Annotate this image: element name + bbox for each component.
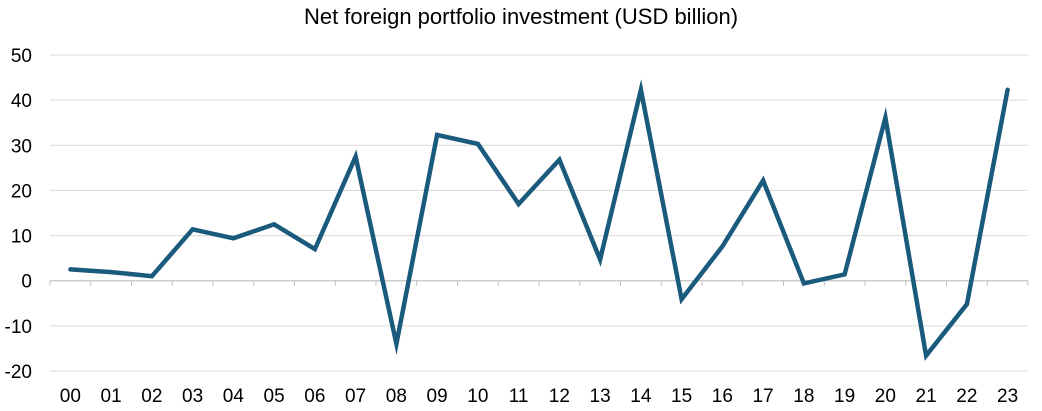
x-tick-label: 20 — [875, 386, 896, 407]
x-tick-label: 09 — [427, 386, 448, 407]
y-tick-label: -10 — [5, 317, 32, 338]
y-tick-label: 20 — [11, 181, 32, 202]
x-tick-label: 21 — [916, 386, 937, 407]
data-point — [272, 222, 277, 227]
data-point — [801, 281, 806, 286]
data-point — [679, 297, 684, 302]
data-point — [68, 267, 73, 272]
x-tick-label: 23 — [997, 386, 1018, 407]
x-tick-label: 07 — [345, 386, 366, 407]
data-point — [475, 141, 480, 146]
x-tick-label: 12 — [549, 386, 570, 407]
data-point — [231, 236, 236, 241]
chart-title: Net foreign portfolio investment (USD bi… — [303, 4, 739, 29]
x-tick-label: 01 — [101, 386, 122, 407]
y-tick-label: -20 — [5, 362, 32, 383]
x-tick-label: 16 — [712, 386, 733, 407]
x-tick-label: 04 — [223, 386, 245, 407]
data-point — [312, 247, 317, 252]
data-point — [964, 302, 969, 307]
x-axis-ticks — [49, 280, 1029, 286]
data-point — [842, 272, 847, 277]
data-point — [1005, 87, 1010, 92]
series-line — [68, 79, 1010, 362]
x-tick-label: 06 — [304, 386, 325, 407]
data-point — [924, 353, 929, 358]
x-axis-labels: 00 01 02 03 04 05 06 07 08 09 10 11 12 13 14 15 16 17 18 19… — [60, 386, 1018, 407]
data-point — [109, 270, 114, 275]
data-point — [516, 201, 521, 206]
y-tick-label: 10 — [11, 227, 32, 248]
x-tick-label: 00 — [60, 386, 81, 407]
gridlines — [50, 54, 1028, 372]
x-tick-label: 08 — [386, 386, 407, 407]
data-point — [638, 87, 643, 92]
series-group — [68, 79, 1010, 362]
data-point — [353, 154, 358, 159]
data-point — [557, 157, 562, 162]
x-tick-label: 13 — [590, 386, 611, 407]
x-tick-label: 10 — [467, 386, 488, 407]
y-axis-labels: -20 -10 0 10 20 30 40 50 — [5, 46, 32, 383]
x-tick-label: 05 — [264, 386, 285, 407]
data-point — [149, 274, 154, 279]
data-point — [435, 132, 440, 137]
x-tick-label: 02 — [141, 386, 162, 407]
x-tick-label: 14 — [630, 386, 652, 407]
data-point — [190, 227, 195, 232]
x-tick-label: 18 — [793, 386, 814, 407]
y-tick-label: 30 — [11, 136, 32, 157]
y-tick-label: 0 — [21, 272, 32, 293]
x-tick-label: 22 — [956, 386, 977, 407]
x-tick-label: 19 — [834, 386, 855, 407]
y-tick-label: 50 — [11, 46, 32, 67]
data-point — [394, 341, 399, 346]
x-tick-label: 15 — [671, 386, 692, 407]
data-point — [598, 257, 603, 262]
x-tick-label: 11 — [509, 386, 529, 407]
data-point — [883, 115, 888, 120]
x-tick-label: 17 — [753, 386, 774, 407]
data-point — [761, 178, 766, 183]
y-tick-label: 40 — [11, 91, 32, 112]
data-point — [720, 244, 725, 249]
x-tick-label: 03 — [182, 386, 203, 407]
